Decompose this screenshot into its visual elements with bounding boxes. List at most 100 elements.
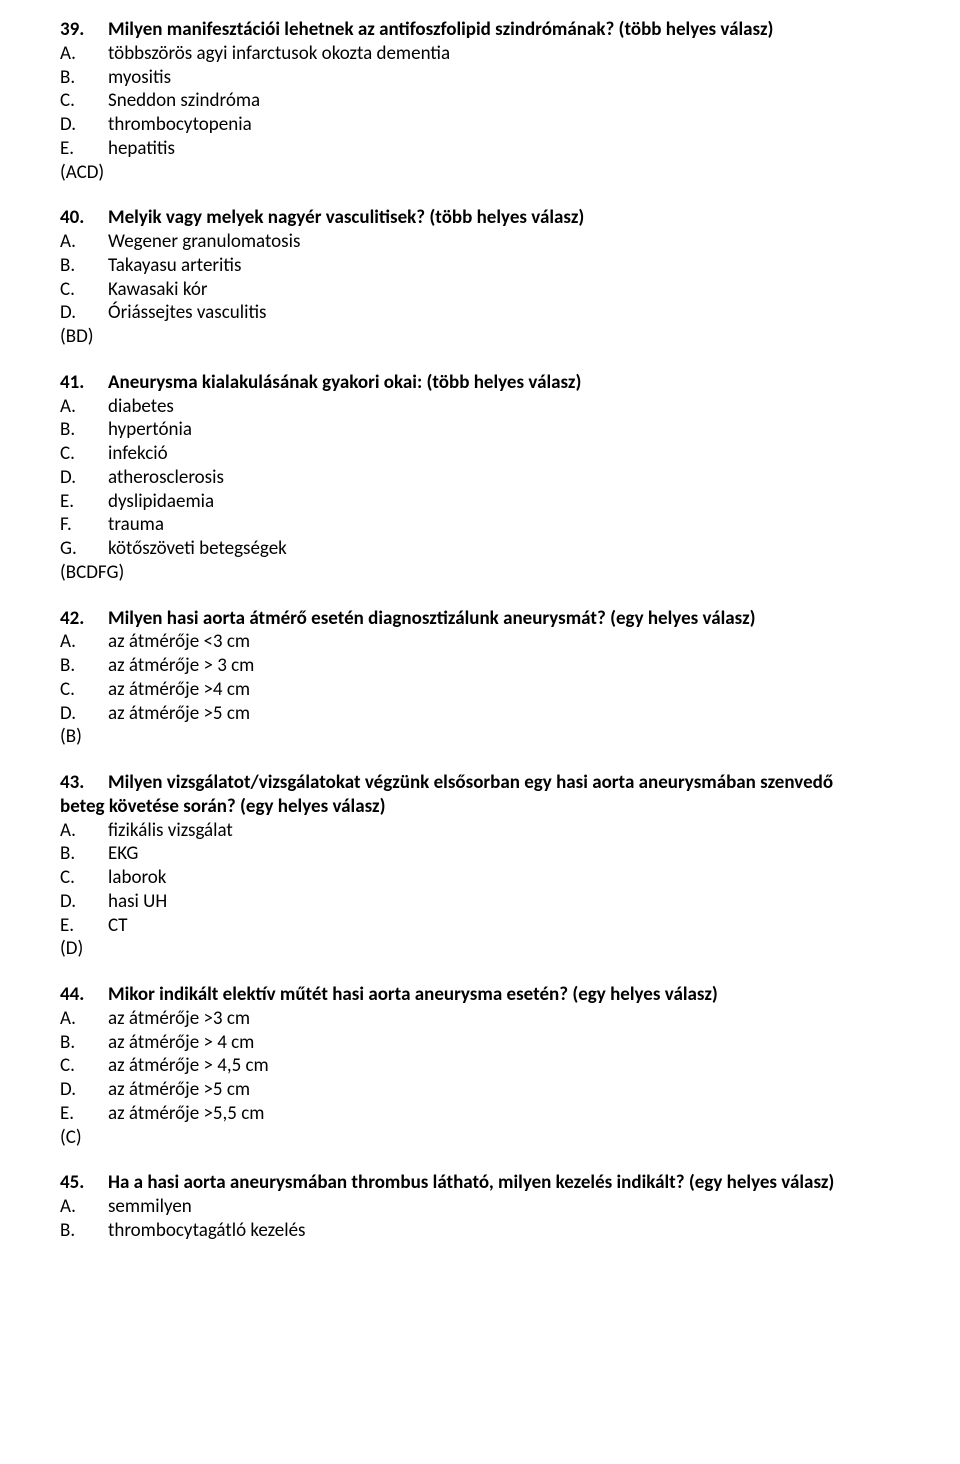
option-text: többszörös agyi infarctusok okozta demen… bbox=[108, 42, 900, 66]
option-a: A.az átmérője >3 cm bbox=[60, 1007, 900, 1031]
question-42: 42. Milyen hasi aorta átmérő esetén diag… bbox=[60, 607, 900, 750]
question-line: 45. Ha a hasi aorta aneurysmában thrombu… bbox=[60, 1171, 900, 1195]
option-text: dyslipidaemia bbox=[108, 490, 900, 514]
option-text: az átmérője >5 cm bbox=[108, 702, 900, 726]
option-b: B.EKG bbox=[60, 842, 900, 866]
option-text: Sneddon szindróma bbox=[108, 89, 900, 113]
question-number: 40. bbox=[60, 206, 108, 230]
option-letter: B. bbox=[60, 418, 108, 442]
option-letter: D. bbox=[60, 890, 108, 914]
option-e: E.hepatitis bbox=[60, 137, 900, 161]
question-line: 43. Milyen vizsgálatot/vizsgálatokat vég… bbox=[60, 771, 900, 795]
option-text: kötőszöveti betegségek bbox=[108, 537, 900, 561]
option-c: C.infekció bbox=[60, 442, 900, 466]
option-text: az átmérője >5 cm bbox=[108, 1078, 900, 1102]
option-text: laborok bbox=[108, 866, 900, 890]
option-text: hepatitis bbox=[108, 137, 900, 161]
option-letter: F. bbox=[60, 513, 108, 537]
option-text: az átmérője <3 cm bbox=[108, 630, 900, 654]
answer-key: (C) bbox=[60, 1126, 900, 1150]
option-b: B.myositis bbox=[60, 66, 900, 90]
question-text-cont: beteg követése során? (egy helyes válasz… bbox=[60, 795, 900, 819]
option-text: fizikális vizsgálat bbox=[108, 819, 900, 843]
option-d: D.hasi UH bbox=[60, 890, 900, 914]
question-number: 44. bbox=[60, 983, 108, 1007]
answer-key: (B) bbox=[60, 725, 900, 749]
option-a: A.fizikális vizsgálat bbox=[60, 819, 900, 843]
option-b: B.az átmérője > 3 cm bbox=[60, 654, 900, 678]
question-text: Milyen vizsgálatot/vizsgálatokat végzünk… bbox=[108, 771, 900, 795]
option-e: E.dyslipidaemia bbox=[60, 490, 900, 514]
option-d: D.Óriássejtes vasculitis bbox=[60, 301, 900, 325]
option-a: A.semmilyen bbox=[60, 1195, 900, 1219]
option-text: az átmérője > 4,5 cm bbox=[108, 1054, 900, 1078]
option-text: atherosclerosis bbox=[108, 466, 900, 490]
question-number: 43. bbox=[60, 771, 108, 795]
question-text: Ha a hasi aorta aneurysmában thrombus lá… bbox=[108, 1171, 900, 1195]
question-line: 40. Melyik vagy melyek nagyér vasculitis… bbox=[60, 206, 900, 230]
option-letter: E. bbox=[60, 137, 108, 161]
question-41: 41. Aneurysma kialakulásának gyakori oka… bbox=[60, 371, 900, 585]
question-number: 41. bbox=[60, 371, 108, 395]
option-text: hypertónia bbox=[108, 418, 900, 442]
option-letter: D. bbox=[60, 466, 108, 490]
option-text: EKG bbox=[108, 842, 900, 866]
option-text: hasi UH bbox=[108, 890, 900, 914]
question-text: Milyen hasi aorta átmérő esetén diagnosz… bbox=[108, 607, 900, 631]
option-letter: C. bbox=[60, 278, 108, 302]
question-text: Melyik vagy melyek nagyér vasculitisek? … bbox=[108, 206, 900, 230]
option-text: Óriássejtes vasculitis bbox=[108, 301, 900, 325]
option-letter: D. bbox=[60, 702, 108, 726]
option-letter: A. bbox=[60, 42, 108, 66]
answer-key: (D) bbox=[60, 937, 900, 961]
question-39: 39. Milyen manifesztációi lehetnek az an… bbox=[60, 18, 900, 184]
option-letter: B. bbox=[60, 66, 108, 90]
option-g: G.kötőszöveti betegségek bbox=[60, 537, 900, 561]
option-a: A.az átmérője <3 cm bbox=[60, 630, 900, 654]
option-letter: G. bbox=[60, 537, 108, 561]
option-text: az átmérője >4 cm bbox=[108, 678, 900, 702]
option-text: myositis bbox=[108, 66, 900, 90]
option-text: thrombocytopenia bbox=[108, 113, 900, 137]
option-text: Takayasu arteritis bbox=[108, 254, 900, 278]
option-b: B.thrombocytagátló kezelés bbox=[60, 1219, 900, 1243]
option-text: trauma bbox=[108, 513, 900, 537]
option-letter: E. bbox=[60, 914, 108, 938]
option-text: thrombocytagátló kezelés bbox=[108, 1219, 900, 1243]
option-text: semmilyen bbox=[108, 1195, 900, 1219]
option-d: D.thrombocytopenia bbox=[60, 113, 900, 137]
option-b: B.hypertónia bbox=[60, 418, 900, 442]
answer-key: (ACD) bbox=[60, 161, 900, 185]
question-text: Milyen manifesztációi lehetnek az antifo… bbox=[108, 18, 900, 42]
option-letter: A. bbox=[60, 1007, 108, 1031]
question-40: 40. Melyik vagy melyek nagyér vasculitis… bbox=[60, 206, 900, 349]
answer-key: (BCDFG) bbox=[60, 561, 900, 585]
option-letter: D. bbox=[60, 113, 108, 137]
question-text: Mikor indikált elektív műtét hasi aorta … bbox=[108, 983, 900, 1007]
option-c: C.az átmérője >4 cm bbox=[60, 678, 900, 702]
question-44: 44. Mikor indikált elektív műtét hasi ao… bbox=[60, 983, 900, 1149]
option-d: D.az átmérője >5 cm bbox=[60, 702, 900, 726]
question-43: 43. Milyen vizsgálatot/vizsgálatokat vég… bbox=[60, 771, 900, 961]
option-text: az átmérője > 3 cm bbox=[108, 654, 900, 678]
option-a: A.Wegener granulomatosis bbox=[60, 230, 900, 254]
option-letter: A. bbox=[60, 630, 108, 654]
option-letter: B. bbox=[60, 254, 108, 278]
option-letter: B. bbox=[60, 1031, 108, 1055]
question-line: 42. Milyen hasi aorta átmérő esetén diag… bbox=[60, 607, 900, 631]
option-d: D.az átmérője >5 cm bbox=[60, 1078, 900, 1102]
option-letter: C. bbox=[60, 866, 108, 890]
option-text: az átmérője >3 cm bbox=[108, 1007, 900, 1031]
question-number: 42. bbox=[60, 607, 108, 631]
option-b: B.az átmérője > 4 cm bbox=[60, 1031, 900, 1055]
question-line: 39. Milyen manifesztációi lehetnek az an… bbox=[60, 18, 900, 42]
option-letter: C. bbox=[60, 89, 108, 113]
option-letter: E. bbox=[60, 490, 108, 514]
option-text: diabetes bbox=[108, 395, 900, 419]
option-letter: B. bbox=[60, 842, 108, 866]
option-letter: A. bbox=[60, 395, 108, 419]
answer-key: (BD) bbox=[60, 325, 900, 349]
option-f: F.trauma bbox=[60, 513, 900, 537]
option-letter: C. bbox=[60, 442, 108, 466]
option-text: az átmérője > 4 cm bbox=[108, 1031, 900, 1055]
